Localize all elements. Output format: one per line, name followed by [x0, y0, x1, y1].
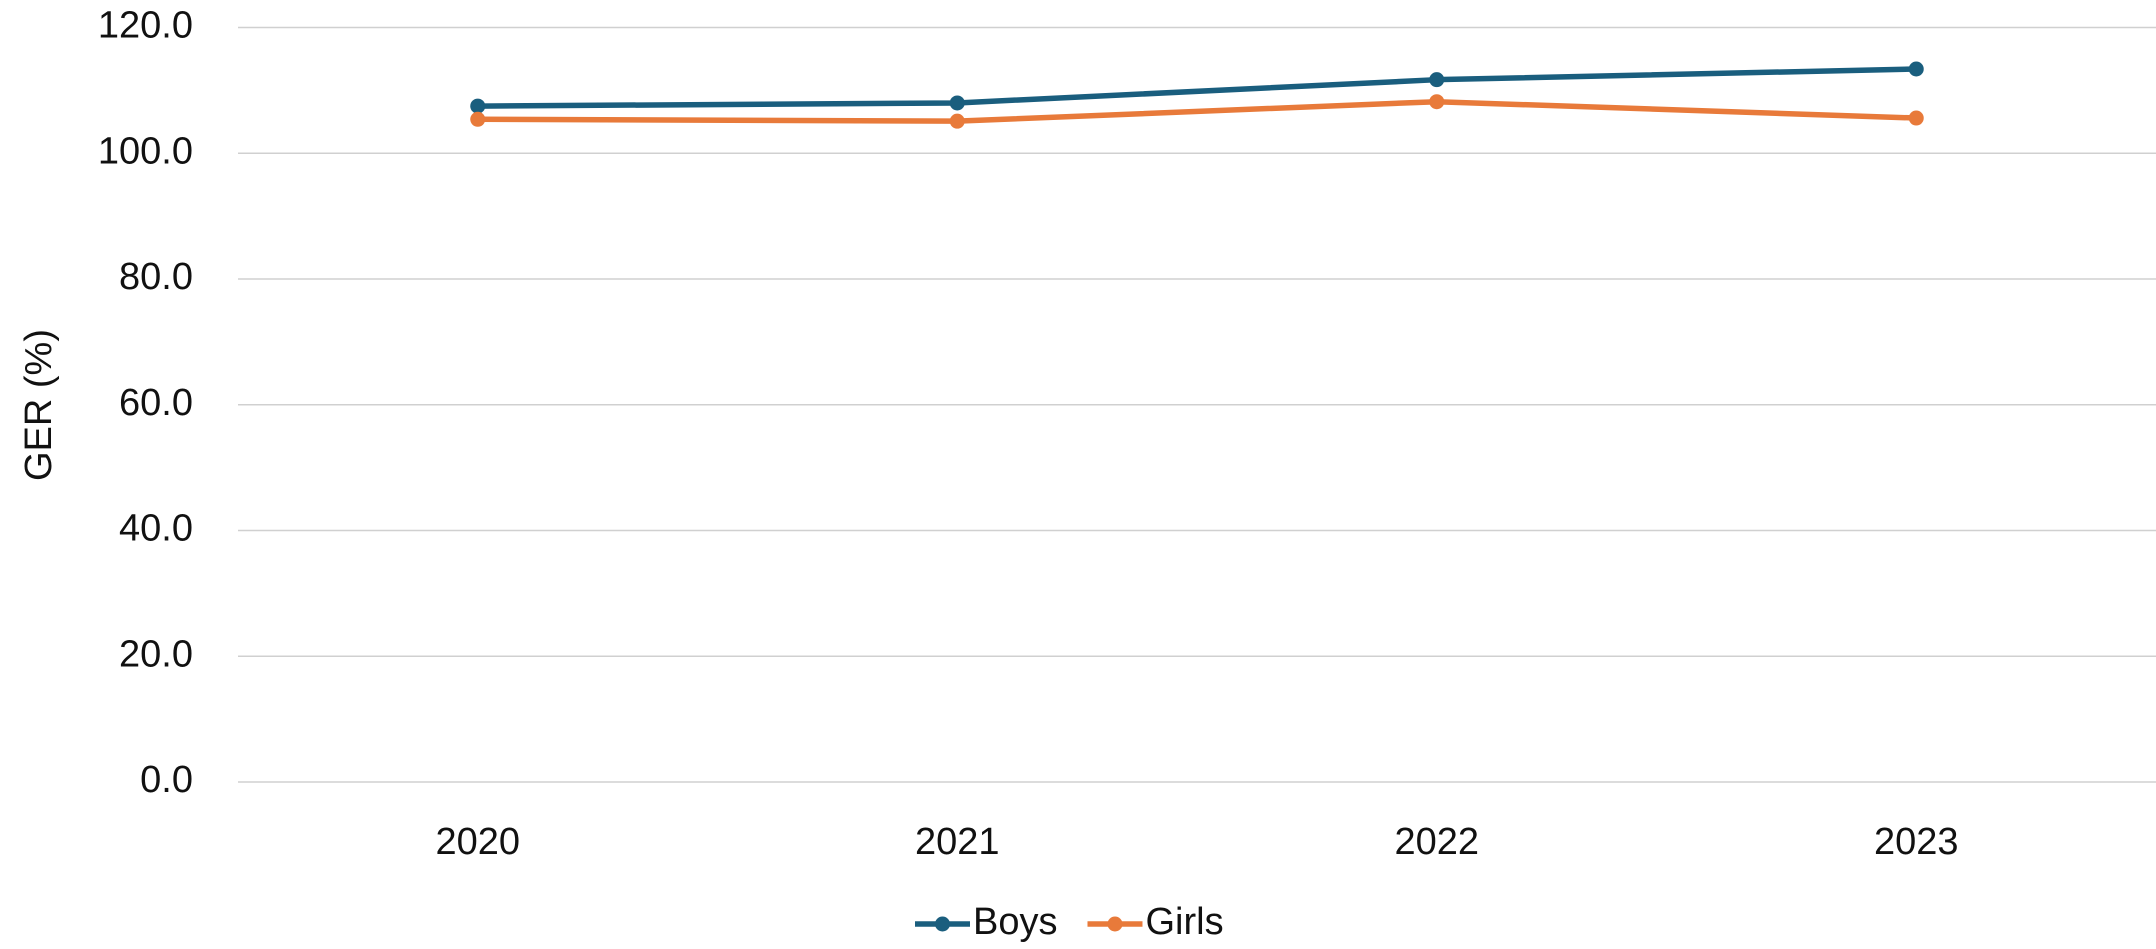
y-tick-label: 40.0: [119, 508, 193, 550]
legend-label: Boys: [973, 901, 1057, 943]
y-tick-label: 120.0: [98, 5, 193, 47]
data-point: [1429, 94, 1445, 110]
series-line: [477, 98, 1917, 124]
x-tick-label: 2022: [1394, 821, 1479, 863]
y-tick-label: 60.0: [119, 382, 193, 424]
y-tick-label: 20.0: [119, 633, 193, 675]
y-axis-title: GER (%): [18, 329, 60, 481]
data-point: [1908, 61, 1924, 77]
x-tick-label: 2020: [435, 821, 520, 863]
data-point: [949, 113, 965, 129]
x-tick-label: 2021: [915, 821, 1000, 863]
legend-label: Girls: [1145, 901, 1223, 943]
y-tick-label: 0.0: [140, 759, 193, 801]
data-point: [949, 95, 965, 111]
data-point: [1908, 110, 1924, 126]
series-line: [477, 66, 1917, 109]
legend-marker: [1107, 916, 1123, 932]
x-tick-label: 2023: [1874, 821, 1959, 863]
data-point: [470, 111, 486, 127]
data-point: [470, 98, 486, 114]
y-tick-label: 80.0: [119, 256, 193, 298]
y-tick-label: 100.0: [98, 130, 193, 172]
legend-marker: [935, 916, 950, 932]
data-point: [1429, 72, 1445, 88]
